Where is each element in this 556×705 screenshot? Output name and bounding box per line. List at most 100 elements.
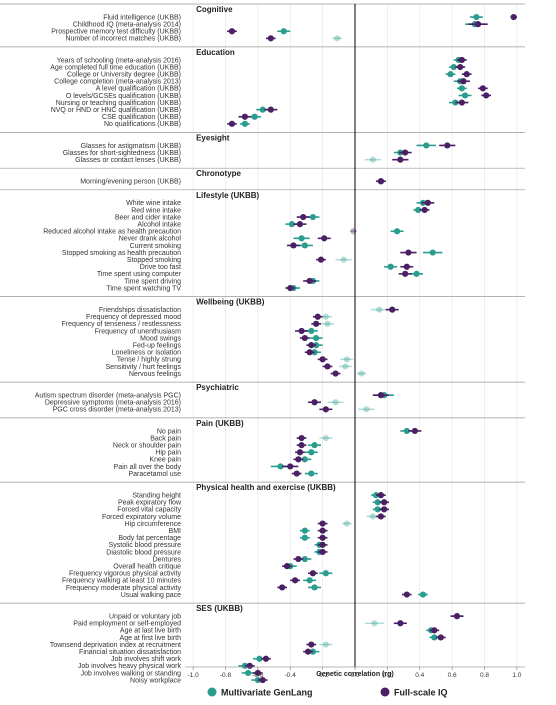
genlang-point <box>301 242 308 249</box>
trait-label: Frequency moderate physical activity <box>66 585 182 592</box>
trait-label: Prospective memory test difficulty (UKBB… <box>51 29 181 36</box>
fsiq-point <box>301 334 308 342</box>
genlang-point <box>423 142 430 149</box>
fsiq-point <box>314 313 321 320</box>
fsiq-point <box>332 370 339 377</box>
trait-label: Glasses for astigmatism (UKBB) <box>81 143 181 150</box>
trait-label: Hip circumference <box>125 521 182 528</box>
trait-label: Time spent driving <box>124 278 181 285</box>
trait-label: Drive too fast <box>140 264 181 271</box>
trait-label: Diastolic blood pressure <box>106 549 181 556</box>
genlang-point <box>473 13 480 21</box>
x-axis: Genetic correlation (rg) -1.0 -0.8 -0.6 -0.… <box>185 666 525 679</box>
genlang-point <box>371 620 378 627</box>
fsiq-point <box>298 442 305 449</box>
genlang-point <box>306 577 313 584</box>
trait-label: Beer and cider intake <box>115 214 181 221</box>
genlang-point <box>343 356 351 363</box>
genlang-point <box>311 442 318 449</box>
genlang-point <box>358 370 365 377</box>
x-tick-label: 0.6 <box>448 672 457 679</box>
trait-label: O levels/GCSEs qualification (UKBB) <box>66 93 181 100</box>
genlang-point <box>332 399 339 406</box>
trait-label: White wine intake <box>126 200 181 207</box>
fsiq-point <box>403 263 410 270</box>
trait-label: College or University degree (UKBB) <box>67 71 181 78</box>
fsiq-point <box>377 178 385 185</box>
trait-label: Loneliness or isolation <box>112 350 181 357</box>
trait-label: Nursing or teaching qualification (UKBB) <box>56 100 181 107</box>
fsiq-point <box>397 156 404 163</box>
trait-label: Tense / highly strung <box>117 357 181 364</box>
fsiq-point <box>377 513 385 520</box>
trait-label: Glasses or contact lenses (UKBB) <box>75 157 181 164</box>
genlang-point <box>301 555 308 563</box>
fsiq-point <box>246 662 253 669</box>
trait-label: Years of schooling (meta-analysis 2016) <box>57 57 181 64</box>
trait-label: Age completed full time education (UKBB) <box>50 64 181 71</box>
trait-label: Childhood IQ (meta-analysis 2014) <box>73 21 181 28</box>
trait-label: Job involves heavy physical work <box>78 663 182 670</box>
trait-label: Back pain <box>150 435 181 442</box>
fsiq-point <box>431 627 438 634</box>
section-title: Education <box>196 48 235 57</box>
fsiq-point <box>308 641 315 648</box>
trait-label: Financial situation dissatisfaction <box>79 649 181 656</box>
trait-label: Noisy workplace <box>130 677 181 684</box>
fsiq-point <box>304 648 312 655</box>
fsiq-point <box>402 270 409 277</box>
trait-label: Paracetamol use <box>128 471 181 478</box>
fsiq-point <box>319 356 326 363</box>
genlang-point <box>334 35 341 42</box>
trait-label: Morning/evening person (UKBB) <box>80 179 181 186</box>
genlang-point <box>413 270 420 277</box>
section-title: Physical health and exercise (UKBB) <box>196 483 336 492</box>
fsiq-point <box>241 113 249 120</box>
genlang-point <box>322 570 329 577</box>
trait-label: Peak expiratory flow <box>118 500 182 507</box>
fsiq-point <box>350 228 357 235</box>
fsiq-point <box>267 106 274 113</box>
x-tick-label: 0.8 <box>480 672 489 679</box>
trait-label: Glasses for short-sightedness (UKBB) <box>63 150 181 157</box>
trait-label: Frequency of tenseness / restlessness <box>62 321 182 328</box>
trait-label: Depressive symptoms (meta-analysis 2016) <box>45 400 181 407</box>
genlang-point <box>369 156 376 163</box>
section-title: Cognitive <box>196 5 233 14</box>
trait-label: Sensitivity / hurt feelings <box>106 364 182 371</box>
fsiq-point <box>308 342 315 349</box>
genlang-point <box>403 427 410 435</box>
genlang-point <box>342 363 349 370</box>
trait-label: Frequency walking at least 10 minutes <box>62 578 182 585</box>
genlang-point <box>374 506 381 513</box>
genlang-point <box>277 463 284 470</box>
x-tick-label: -0.8 <box>220 672 232 679</box>
genlang-point <box>259 106 266 113</box>
genlang-point <box>241 120 249 127</box>
fsiq-point <box>424 199 431 206</box>
genlang-point <box>324 320 331 327</box>
section-title: Chronotype <box>196 169 241 178</box>
legend-fsiq-marker <box>380 687 390 697</box>
trait-label: Red wine intake <box>131 207 181 214</box>
trait-label: Job involves shift work <box>111 656 182 663</box>
x-tick-label: 1.0 <box>512 672 521 679</box>
fsiq-point <box>267 35 274 42</box>
genlang-point <box>376 306 383 313</box>
genlang-point <box>322 641 329 648</box>
genlang-point <box>431 634 438 641</box>
legend-genlang-marker <box>207 687 217 697</box>
genlang-point <box>363 406 370 413</box>
trait-label: Frequency of depressed mood <box>86 314 181 321</box>
fsiq-point <box>474 21 482 28</box>
fsiq-point <box>309 570 317 577</box>
trait-label: A level qualification (UKBB) <box>96 86 181 93</box>
genlang-point <box>415 206 422 214</box>
legend: Multivariate GenLang Full-scale IQ <box>207 687 448 698</box>
section-layer: Cognitive Education Eyesight Chronotype Life… <box>0 3 525 613</box>
fsiq-point <box>411 427 419 435</box>
genlang-point <box>450 63 457 71</box>
trait-label: Friendships dissatisfaction <box>99 307 181 314</box>
genlang-point <box>245 669 252 677</box>
trait-label: Age at last live birth <box>120 628 181 635</box>
